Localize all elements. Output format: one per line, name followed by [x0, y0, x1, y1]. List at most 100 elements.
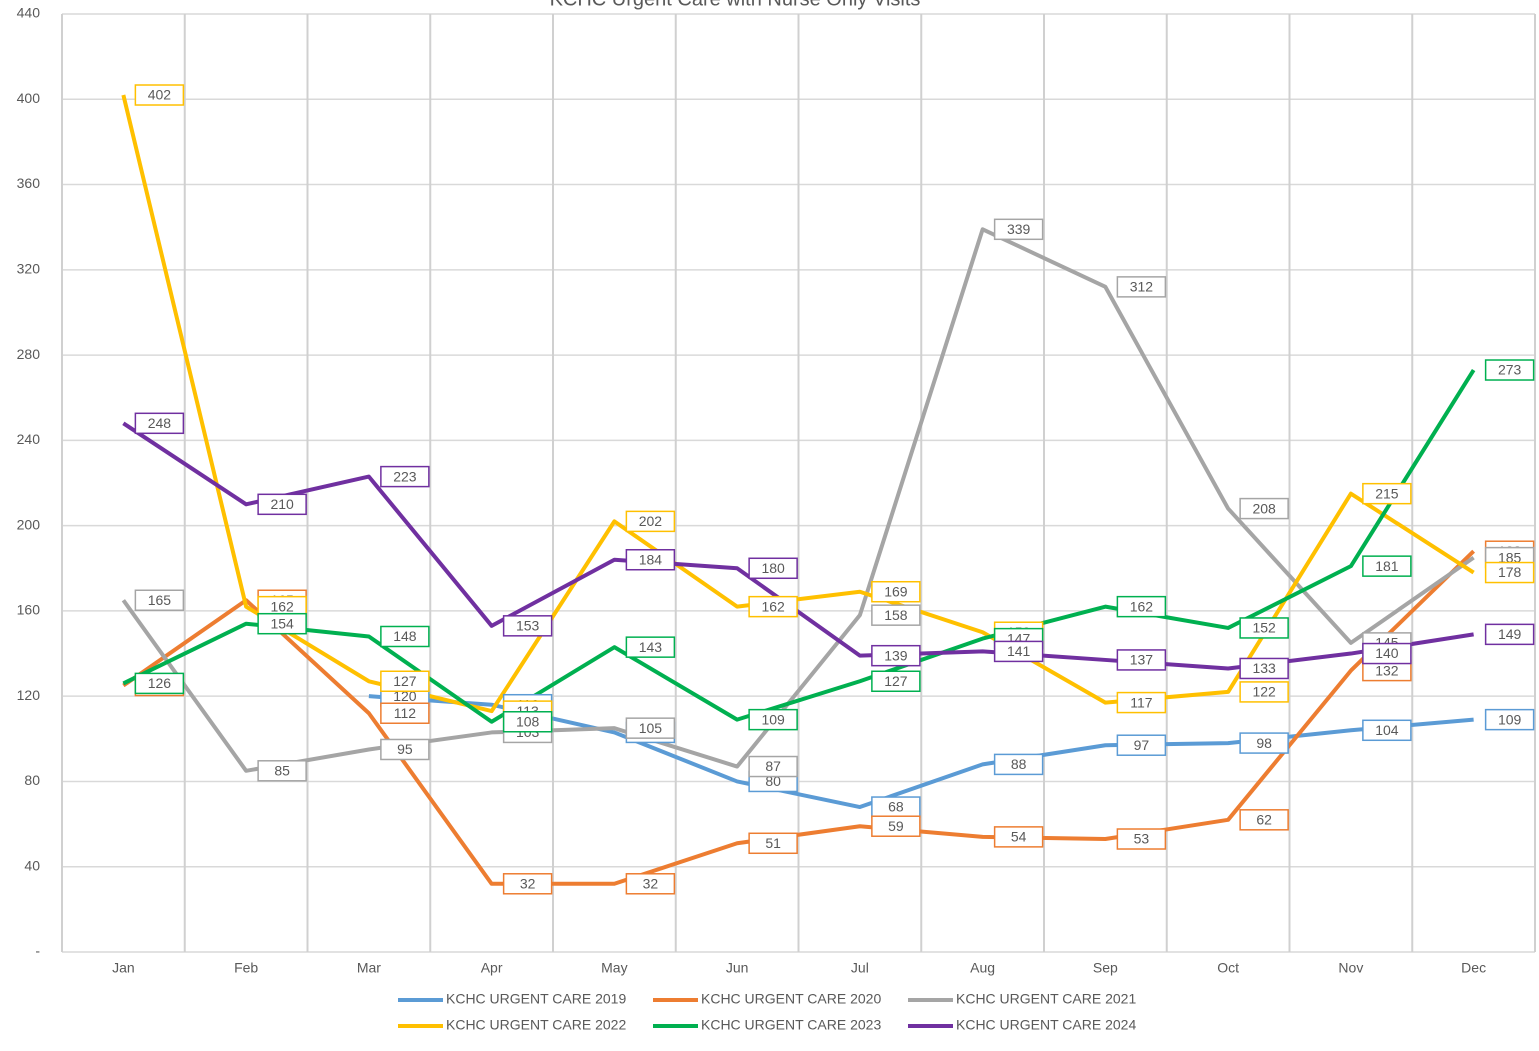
data-label-box [871, 815, 921, 837]
y-tick-label: 160 [17, 602, 41, 618]
x-tick-label: Jan [112, 960, 135, 976]
data-label: 152 [1252, 620, 1276, 636]
data-label-box [1362, 555, 1412, 577]
legend-label: KCHC URGENT CARE 2021 [956, 991, 1136, 1007]
y-tick-label: 400 [17, 90, 41, 106]
data-label: 215 [1375, 485, 1399, 501]
x-tick-label: Sep [1093, 960, 1118, 976]
data-label-box [1116, 649, 1167, 671]
data-label-box [993, 640, 1044, 663]
data-label-box [134, 84, 185, 106]
data-label: 184 [639, 551, 663, 567]
data-label: 122 [1252, 684, 1276, 700]
data-label: 165 [148, 592, 172, 608]
data-label-box [1484, 359, 1535, 381]
data-label: 109 [1498, 711, 1522, 727]
y-tick-label: 40 [24, 857, 40, 873]
data-label: 105 [639, 720, 663, 736]
data-label-box [1239, 617, 1289, 639]
data-label: 178 [1498, 564, 1522, 580]
data-label: 140 [1375, 645, 1399, 661]
data-label-box [748, 595, 798, 618]
data-label-box [871, 644, 921, 667]
data-label-box [1239, 657, 1289, 680]
data-label: 108 [516, 713, 540, 729]
x-tick-label: Nov [1338, 960, 1363, 976]
data-label-box [1116, 595, 1167, 618]
data-label: 54 [1011, 829, 1027, 845]
data-label: 181 [1375, 558, 1399, 574]
data-label-box [134, 412, 185, 435]
data-label-box [625, 510, 676, 533]
data-label-box [625, 873, 676, 895]
y-tick-label: 320 [17, 261, 41, 277]
data-label: 97 [1134, 737, 1150, 753]
y-tick-label: 280 [17, 346, 41, 362]
series-line [368, 694, 1474, 810]
data-label: 62 [1256, 812, 1272, 828]
data-label: 133 [1252, 660, 1276, 676]
data-label: 68 [888, 799, 904, 815]
data-label-box [1116, 691, 1167, 714]
legend-label: KCHC URGENT CARE 2022 [446, 1017, 626, 1033]
x-tick-label: Jul [851, 960, 869, 976]
data-label: 98 [1256, 735, 1272, 751]
data-label: 312 [1130, 279, 1154, 295]
data-label: 127 [393, 673, 417, 689]
data-label: 126 [148, 675, 172, 691]
data-label: 162 [761, 598, 785, 614]
data-label-box [380, 738, 430, 761]
data-label-box [1239, 681, 1289, 703]
data-label-box [1362, 482, 1412, 505]
y-tick-label: 440 [17, 5, 41, 21]
data-label: 248 [148, 415, 172, 431]
y-tick-label: 360 [17, 175, 41, 191]
data-label-box [380, 625, 430, 648]
data-label: 402 [148, 87, 172, 103]
data-label-box [502, 711, 553, 733]
legend-label: KCHC URGENT CARE 2019 [446, 991, 626, 1007]
x-tick-label: May [601, 960, 627, 976]
data-label-box [134, 672, 185, 695]
data-label: 154 [270, 615, 294, 631]
data-label-box [380, 465, 430, 488]
data-label: 51 [765, 835, 781, 851]
data-label-box [1239, 732, 1289, 754]
data-label-box [993, 753, 1044, 776]
data-label: 32 [643, 875, 659, 891]
x-tick-label: Mar [357, 960, 381, 976]
data-label-box [748, 708, 798, 731]
data-label: 95 [397, 741, 413, 757]
data-label-box [1484, 561, 1535, 584]
data-label: 59 [888, 818, 904, 834]
data-label-box [871, 604, 921, 626]
data-label-box [748, 557, 798, 580]
data-label: 153 [516, 618, 540, 634]
series-line [121, 227, 1475, 773]
data-label: 127 [884, 673, 908, 689]
data-label: 137 [1130, 652, 1154, 668]
data-label-box [1116, 276, 1167, 298]
legend-label: KCHC URGENT CARE 2024 [956, 1017, 1136, 1033]
data-label: 139 [884, 647, 908, 663]
legend-label: KCHC URGENT CARE 2020 [701, 991, 881, 1007]
data-label-box [257, 760, 307, 782]
data-label-box [380, 702, 430, 724]
data-label: 112 [394, 705, 417, 721]
x-tick-label: Aug [970, 960, 995, 976]
x-tick-label: Jun [726, 960, 749, 976]
data-label: 53 [1134, 831, 1150, 847]
data-label: 208 [1252, 500, 1276, 516]
y-tick-label: 80 [24, 772, 40, 788]
data-label: 104 [1375, 722, 1399, 738]
data-label: 210 [270, 496, 294, 512]
data-label: 162 [270, 598, 294, 614]
data-label: 88 [1011, 756, 1027, 772]
x-tick-label: Feb [234, 960, 258, 976]
x-tick-label: Dec [1461, 960, 1486, 976]
data-label: 148 [393, 628, 417, 644]
data-label: 132 [1375, 662, 1399, 678]
data-label-box [1116, 734, 1167, 756]
x-tick-label: Apr [481, 960, 503, 976]
